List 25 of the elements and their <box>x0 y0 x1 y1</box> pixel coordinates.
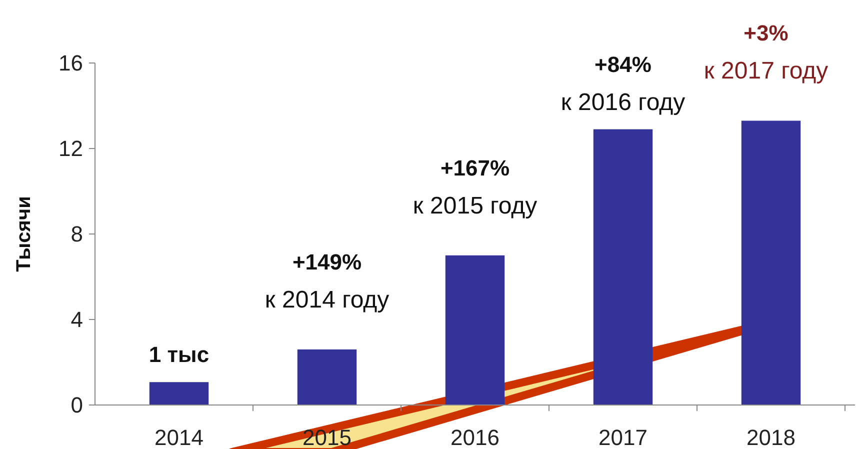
annotation: к 2016 году <box>560 89 686 116</box>
annotation: к 2015 году <box>412 192 538 220</box>
y-tick-label: 16 <box>58 50 83 76</box>
annotation: +167% <box>440 155 510 180</box>
y-tick-label: 8 <box>70 222 83 247</box>
bar <box>741 120 801 405</box>
x-tick-label: 2014 <box>154 425 204 449</box>
bar <box>445 255 505 405</box>
text: +3% <box>744 20 788 46</box>
y-axis-title: Тысячи <box>13 196 35 272</box>
annotation: 1 тыс <box>148 342 210 368</box>
x-tick-label: 2017 <box>598 425 648 449</box>
x-tick-label: 2016 <box>450 425 500 449</box>
annotation: к 2014 году <box>264 286 390 314</box>
bar <box>297 349 357 405</box>
x-tick-label: 2015 <box>302 425 352 449</box>
y-tick-label: 12 <box>58 136 83 162</box>
annotation: +149% <box>292 249 362 274</box>
bar <box>593 129 653 405</box>
annotation: +84% <box>594 52 652 77</box>
y-tick-label: 0 <box>70 392 83 418</box>
x-tick-label: 2018 <box>746 425 796 449</box>
bar <box>149 382 209 405</box>
annotation: к 2017 году <box>704 58 828 85</box>
y-tick-label: 4 <box>70 307 83 332</box>
